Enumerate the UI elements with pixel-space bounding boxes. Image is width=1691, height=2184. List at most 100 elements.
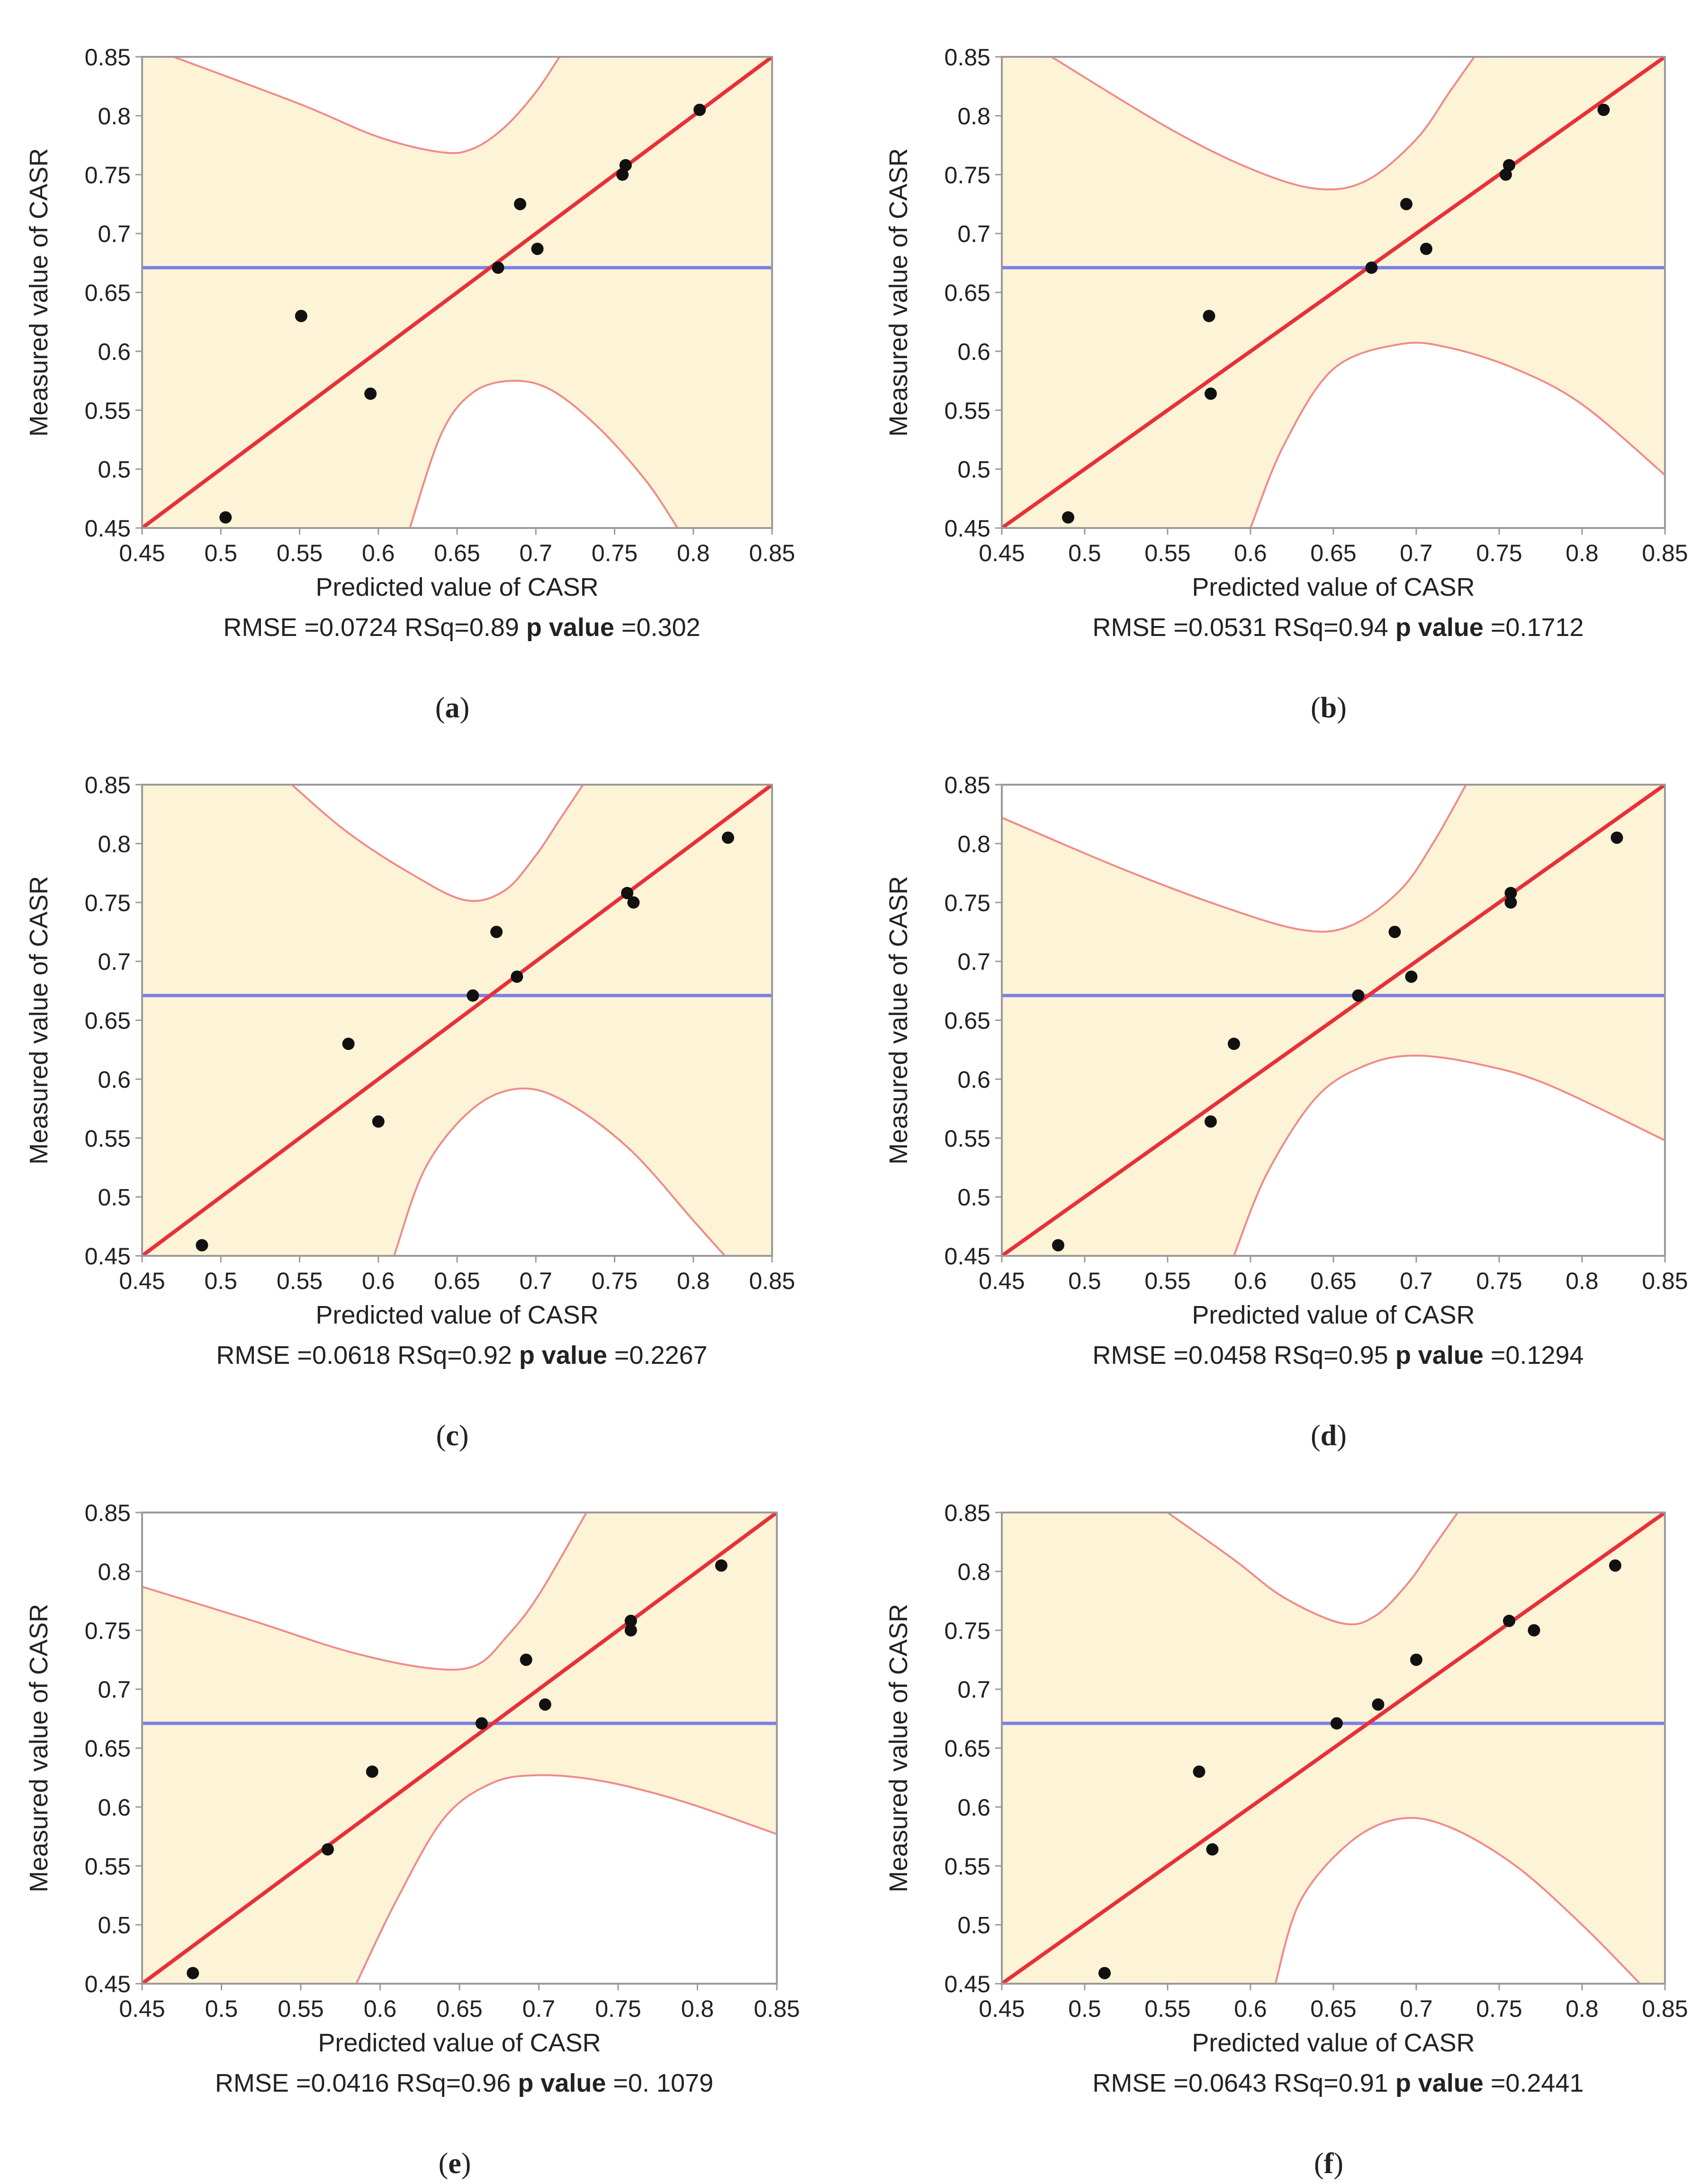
- data-point: [619, 159, 632, 171]
- x-tick-label: 0.5: [205, 1996, 238, 2022]
- x-tick-label: 0.75: [1476, 1996, 1522, 2022]
- x-axis-label: Predicted value of CASR: [1192, 2029, 1475, 2057]
- data-point: [624, 1614, 637, 1627]
- x-axis-label: Predicted value of CASR: [315, 1301, 598, 1329]
- x-tick-label: 0.85: [1642, 1996, 1688, 2022]
- stats-summary: RMSE =0.0618 RSq=0.92 p value =0.2267: [216, 1341, 707, 1369]
- y-tick-label: 0.5: [98, 1184, 131, 1211]
- data-point: [1597, 103, 1610, 116]
- data-point: [342, 1038, 355, 1050]
- y-tick-label: 0.85: [944, 772, 990, 798]
- x-tick-label: 0.45: [119, 540, 165, 566]
- y-tick-label: 0.7: [98, 221, 131, 247]
- panel-caption: (f): [1314, 2148, 1343, 2180]
- y-tick-label: 0.65: [944, 1736, 990, 1762]
- lower-outside-region: [1275, 1817, 1640, 1984]
- y-tick-label: 0.85: [944, 44, 990, 71]
- y-tick-label: 0.65: [85, 1736, 131, 1762]
- x-tick-label: 0.65: [1310, 540, 1356, 566]
- y-tick-label: 0.7: [957, 949, 990, 975]
- y-tick-label: 0.7: [98, 949, 131, 975]
- x-tick-label: 0.8: [1565, 540, 1599, 566]
- panel-label: f: [1324, 2148, 1334, 2180]
- panel-label: c: [446, 1420, 459, 1452]
- data-point: [1206, 1843, 1219, 1856]
- x-tick-label: 0.85: [754, 1996, 800, 2022]
- y-tick-label: 0.45: [85, 1243, 131, 1270]
- chart-panel-d: 0.45 0.5 0.55 0.6 0.65 0.7 0.75 0.8 0.85 0.45 0.5 0…: [846, 728, 1691, 1456]
- y-tick-label: 0.8: [957, 103, 990, 129]
- upper-confidence-curve: [142, 1513, 587, 1671]
- plot-area: [142, 785, 772, 1256]
- y-tick-label: 0.55: [85, 1125, 131, 1152]
- y-tick-label: 0.55: [944, 1853, 990, 1880]
- x-tick-label: 0.8: [1565, 1268, 1599, 1294]
- x-tick-label: 0.85: [749, 540, 795, 566]
- panel-label: e: [448, 2148, 461, 2180]
- y-tick-label: 0.5: [98, 456, 131, 483]
- stats-rmse-rsq: RMSE =0.0531 RSq=0.94: [1092, 613, 1395, 642]
- panel-caption: (d): [1311, 1420, 1347, 1452]
- lower-confidence-curve: [1250, 341, 1665, 528]
- lower-outside-region: [410, 380, 678, 528]
- lower-outside-region: [1234, 1056, 1665, 1256]
- panel-label: d: [1321, 1420, 1337, 1452]
- upper-confidence-curve: [1051, 57, 1475, 191]
- lower-outside-region: [394, 1088, 725, 1256]
- stats-p-value: =0.1294: [1491, 1341, 1584, 1369]
- x-tick-label: 0.65: [434, 1268, 480, 1294]
- fit-line: [142, 785, 772, 1256]
- data-point: [372, 1115, 385, 1128]
- y-tick-label: 0.6: [957, 1066, 990, 1093]
- data-point: [627, 896, 640, 909]
- y-tick-label: 0.75: [944, 1618, 990, 1644]
- y-tick-label: 0.75: [85, 890, 131, 916]
- x-tick-label: 0.55: [1144, 1996, 1190, 2022]
- x-tick-label: 0.6: [362, 1268, 395, 1294]
- chart-svg-a: 0.45 0.5 0.55 0.6 0.65 0.7 0.75 0.8 0.85 0.45 0.5 0…: [25, 44, 795, 724]
- stats-p-label: p value: [519, 1341, 614, 1369]
- panel-caption: (b): [1311, 692, 1347, 724]
- stats-p-label: p value: [518, 2069, 613, 2097]
- x-tick-label: 0.7: [519, 1268, 552, 1294]
- stats-p-value: =0.302: [621, 613, 701, 642]
- y-tick-label: 0.75: [85, 1618, 131, 1644]
- data-point: [1098, 1967, 1111, 1979]
- chart-panel-c: 0.45 0.5 0.55 0.6 0.65 0.7 0.75 0.8 0.85 0.45 0.5 0…: [0, 728, 846, 1456]
- plot-area: [1002, 785, 1665, 1256]
- chart-svg-d: 0.45 0.5 0.55 0.6 0.65 0.7 0.75 0.8 0.85 0.45 0.5 0…: [884, 772, 1688, 1452]
- stats-summary: RMSE =0.0458 RSq=0.95 p value =0.1294: [1092, 1341, 1583, 1369]
- data-point: [1420, 242, 1432, 255]
- x-tick-label: 0.85: [1642, 1268, 1688, 1294]
- data-point: [366, 1765, 378, 1778]
- data-point: [1205, 387, 1217, 400]
- y-tick-label: 0.65: [85, 1008, 131, 1034]
- data-point: [531, 242, 544, 255]
- y-tick-label: 0.5: [98, 1912, 131, 1939]
- data-point: [475, 1717, 488, 1730]
- chart-svg-e: 0.45 0.5 0.55 0.6 0.65 0.7 0.75 0.8 0.85 0.45 0.5 0…: [25, 1500, 800, 2180]
- x-tick-label: 0.45: [119, 1268, 165, 1294]
- y-tick-label: 0.85: [85, 1500, 131, 1526]
- stats-summary: RMSE =0.0416 RSq=0.96 p value =0. 1079: [215, 2069, 713, 2097]
- x-tick-label: 0.65: [434, 540, 480, 566]
- x-tick-label: 0.55: [277, 540, 323, 566]
- lower-confidence-curve: [1233, 1055, 1665, 1256]
- y-axis-label: Measured value of CASR: [25, 876, 53, 1164]
- x-tick-label: 0.6: [1234, 1996, 1267, 2022]
- stats-p-label: p value: [1395, 1341, 1491, 1369]
- x-tick-label: 0.7: [1400, 540, 1433, 566]
- data-point: [1062, 511, 1074, 524]
- data-point: [520, 1653, 532, 1666]
- chart-panel-f: 0.45 0.5 0.55 0.6 0.65 0.7 0.75 0.8 0.85 0.45 0.5 0…: [846, 1456, 1691, 2184]
- upper-confidence-curve: [173, 57, 560, 154]
- x-tick-label: 0.7: [522, 1996, 556, 2022]
- data-point: [1052, 1239, 1064, 1252]
- stats-summary: RMSE =0.0724 RSq=0.89 p value =0.302: [223, 613, 700, 642]
- chart-svg-c: 0.45 0.5 0.55 0.6 0.65 0.7 0.75 0.8 0.85 0.45 0.5 0…: [25, 772, 795, 1452]
- x-tick-label: 0.5: [1068, 540, 1101, 566]
- data-point: [721, 831, 734, 844]
- plot-area: [142, 57, 772, 528]
- y-tick-label: 0.85: [85, 772, 131, 798]
- x-tick-label: 0.75: [595, 1996, 641, 2022]
